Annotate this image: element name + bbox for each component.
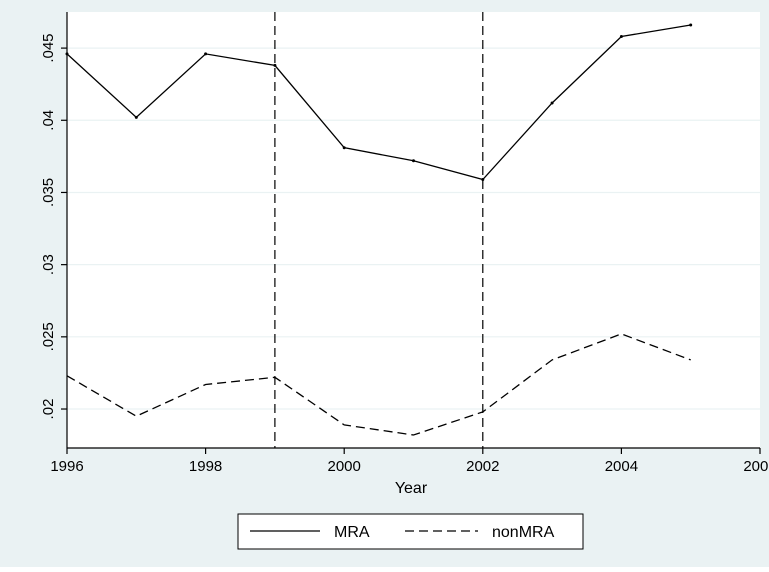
series-lines <box>65 23 693 436</box>
series-line-nonmra <box>66 333 691 436</box>
legend-label-mra: MRA <box>334 524 370 541</box>
y-tick-label: .02 <box>40 399 57 420</box>
y-tick-label: .04 <box>40 110 57 131</box>
x-tick-label: 2000 <box>328 458 361 475</box>
reference-lines <box>274 12 484 448</box>
data-point-mra <box>412 159 415 163</box>
series-line-mra <box>66 24 691 181</box>
legend: MRA nonMRA <box>237 513 584 550</box>
data-point-mra <box>481 177 485 181</box>
gridlines <box>67 47 760 410</box>
y-tick-label: .035 <box>40 178 57 207</box>
data-point-mra <box>273 63 277 67</box>
data-point-mra <box>134 115 138 119</box>
axes <box>61 12 761 454</box>
x-tick-label: 2006 <box>743 458 769 475</box>
y-tick-label: .025 <box>40 322 57 351</box>
data-point-mra <box>204 52 208 56</box>
x-tick-label: 1996 <box>50 458 83 475</box>
data-point-mra <box>619 35 623 39</box>
data-point-mra <box>342 146 346 150</box>
data-point-mra <box>689 23 693 27</box>
x-tick-label: 1998 <box>189 458 222 475</box>
x-axis-title: Year <box>395 480 428 497</box>
y-tick-label: .045 <box>40 33 57 62</box>
x-tick-label: 2002 <box>466 458 499 475</box>
x-tick-label: 2004 <box>605 458 638 475</box>
legend-label-nonmra: nonMRA <box>492 524 555 541</box>
y-tick-label: .03 <box>40 254 57 275</box>
tick-labels: 1996 1998 2000 2002 2004 2006 .02 .025 .03 .035 .0… <box>40 33 769 475</box>
data-point-mra <box>550 101 554 105</box>
plot-area <box>67 12 760 448</box>
